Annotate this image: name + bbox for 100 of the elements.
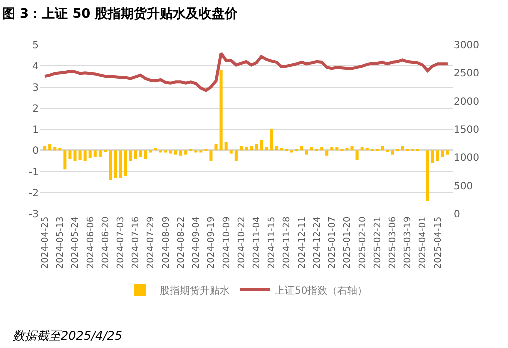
bar: [174, 150, 178, 155]
y-tick-label: -3: [29, 210, 39, 220]
text: 数据截至2025/4/25: [13, 329, 123, 343]
x-tick-label: 2024-08-09: [162, 216, 172, 270]
x-tick-label: 2025-03-19: [404, 216, 414, 270]
y-tick-label: 2: [32, 104, 39, 115]
x-tick-label: 2025-04-15: [434, 216, 444, 270]
bar: [144, 150, 148, 160]
bar: [68, 150, 72, 160]
x-tick-label: 2025-02-21: [373, 216, 384, 270]
x-tick-label: 2024-10-09: [222, 216, 232, 270]
bar: [260, 140, 264, 151]
bar: [169, 150, 172, 154]
x-tick-label: 2025-03-06: [388, 216, 398, 270]
bar: [240, 146, 243, 151]
bar: [94, 150, 97, 157]
bar: [180, 150, 183, 156]
x-tick-label: 2024-07-16: [132, 216, 142, 270]
chart-title: 图 3：上证 50 股指期货升贴水及收盘价: [2, 6, 240, 22]
bar: [350, 146, 354, 151]
x-tick-label: 2024-11-28: [282, 216, 293, 270]
bar: [441, 150, 444, 157]
bar: [114, 150, 118, 178]
y2-tick-label: 1000: [454, 153, 480, 164]
x-tick-label: 2024-05-24: [71, 216, 82, 270]
y-tick-label: 5: [32, 40, 39, 52]
bar: [436, 150, 440, 162]
bar: [54, 147, 57, 151]
x-tick-label: 2024-09-04: [192, 216, 202, 270]
x-tick-label: 2024-08-22: [176, 216, 187, 270]
y2-tick-label: 0: [454, 210, 460, 220]
x-tick-label: 2024-05-13: [56, 216, 66, 270]
bar: [139, 150, 142, 157]
bar: [134, 150, 138, 160]
bar: [330, 147, 334, 151]
bar: [109, 150, 112, 180]
bar: [300, 146, 304, 151]
bar: [88, 150, 92, 158]
bar: [234, 150, 238, 162]
x-tick-label: 2024-11-04: [252, 216, 262, 270]
bar: [214, 144, 218, 151]
bar: [426, 150, 430, 202]
bar: [98, 150, 102, 157]
bar: [74, 150, 77, 162]
bar: [78, 150, 82, 160]
x-tick-label: 2024-07-29: [146, 216, 157, 270]
bar: [220, 70, 223, 151]
bar: [265, 147, 268, 151]
bar: [44, 146, 47, 151]
bar: [391, 150, 394, 155]
bar: [224, 142, 228, 151]
bar: [230, 150, 233, 154]
bar: [84, 150, 87, 162]
bar: [48, 144, 52, 151]
bar: [124, 150, 128, 176]
x-tick-label: 2024-06-06: [86, 216, 96, 270]
x-tick-label: 2024-12-24: [312, 216, 323, 270]
x-tick-label: 2024-04-25: [40, 216, 51, 270]
bar: [129, 150, 132, 162]
line-series: [44, 52, 450, 92]
bar: [401, 146, 404, 151]
y-tick-label: 4: [32, 62, 39, 73]
bar: [64, 150, 67, 170]
legend-label: 股指期货升贴水: [160, 284, 230, 297]
x-tick-label: 2025-01-07: [328, 216, 338, 270]
x-tick-label: 2024-10-22: [237, 216, 248, 270]
bar: [244, 147, 248, 151]
y-tick-label: 0: [32, 146, 39, 158]
bar: [326, 150, 329, 156]
bar: [360, 147, 364, 151]
y2-tick-label: 2000: [454, 96, 480, 108]
y2-tick-label: 2500: [454, 68, 480, 80]
bar: [336, 147, 339, 151]
y2-tick-label: 1500: [454, 125, 480, 136]
y-tick-label: -2: [29, 188, 39, 200]
bar: [431, 150, 434, 164]
bar: [270, 130, 274, 151]
bar: [210, 150, 213, 162]
y2-tick-label: 500: [454, 181, 474, 192]
bar: [275, 146, 278, 151]
x-tick-label: 2025-02-10: [358, 216, 368, 270]
x-tick-label: 2024-11-15: [268, 216, 278, 270]
y-tick-label: -1: [29, 167, 39, 178]
x-tick-label: 2024-09-19: [207, 216, 218, 270]
y-tick-label: 3: [32, 82, 39, 94]
x-tick-label: 2024-06-20: [101, 216, 112, 270]
y2-tick-label: 3000: [454, 40, 480, 52]
bar: [255, 144, 258, 151]
bar: [320, 147, 324, 151]
x-tick-label: 2024-07-03: [116, 216, 127, 270]
bar: [380, 146, 384, 151]
bar: [356, 150, 359, 160]
x-tick-label: 2025-04-01: [418, 216, 429, 270]
x-tick-label: 2025-01-20: [343, 216, 354, 270]
bar: [305, 150, 308, 155]
bar: [446, 150, 450, 155]
legend-label: 上证50指数（右轴）: [275, 284, 368, 297]
bar: [250, 146, 254, 151]
x-tick-label: 2024-12-11: [298, 216, 308, 270]
bar: [119, 150, 122, 178]
